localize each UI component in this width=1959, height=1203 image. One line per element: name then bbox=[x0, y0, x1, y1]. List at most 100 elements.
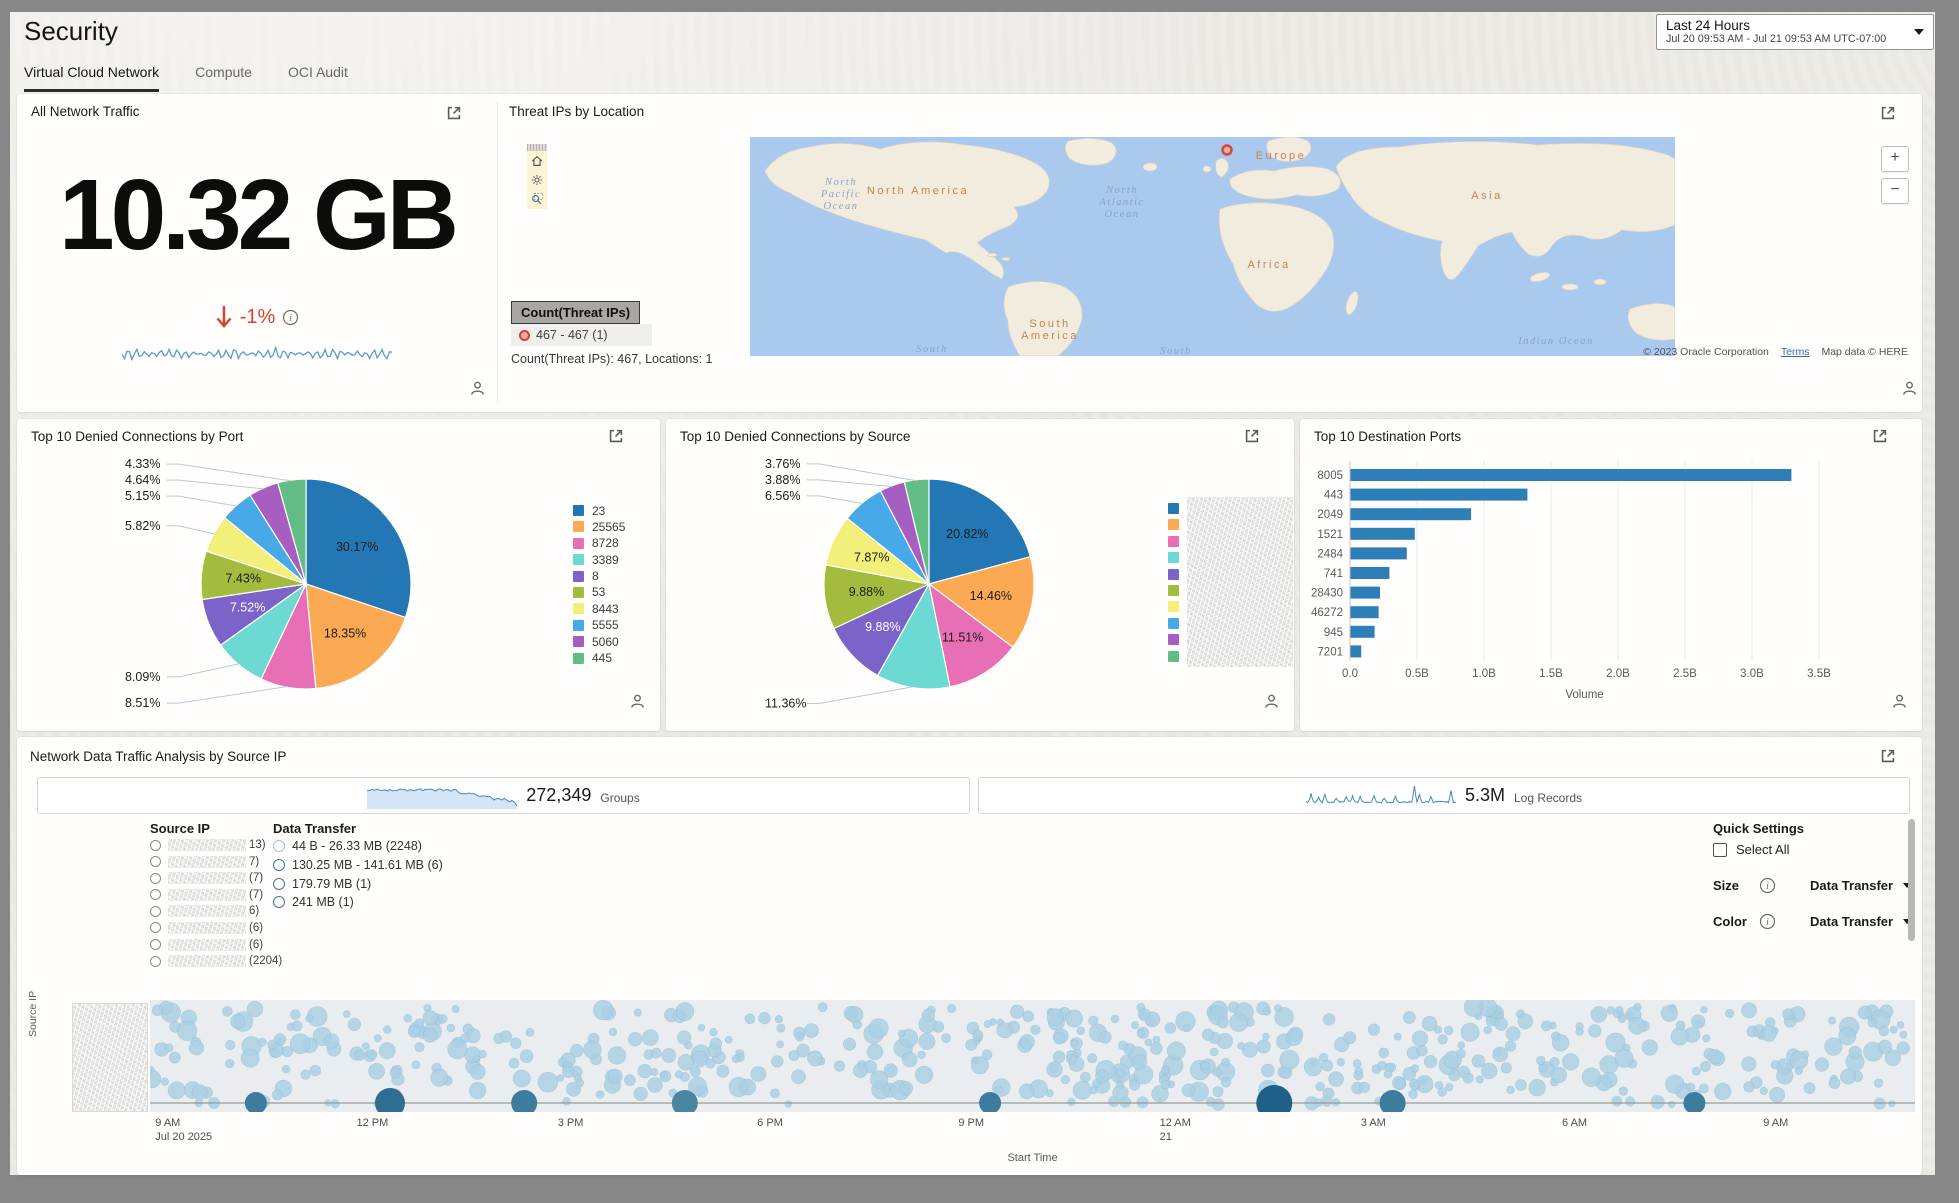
bar[interactable] bbox=[1350, 606, 1379, 619]
legend-item[interactable] bbox=[1168, 568, 1179, 580]
pie-slice[interactable] bbox=[876, 582, 951, 690]
size-value-dropdown[interactable]: Data Transfer bbox=[1810, 878, 1894, 893]
drag-handle-icon[interactable] bbox=[527, 144, 547, 151]
legend-item[interactable]: 53 bbox=[573, 585, 625, 599]
caret-down-icon[interactable] bbox=[1903, 883, 1912, 888]
map-zoom-out-button[interactable]: − bbox=[1881, 178, 1909, 204]
map-legend-entry[interactable]: 467 - 467 (1) bbox=[511, 324, 652, 346]
source-ip-filter-item[interactable]: 13) bbox=[150, 839, 282, 851]
bar[interactable] bbox=[1350, 645, 1362, 658]
highlight-bubble[interactable] bbox=[375, 1088, 405, 1112]
highlight-bubble[interactable] bbox=[511, 1090, 538, 1112]
radio-button[interactable] bbox=[150, 922, 161, 934]
radio-button[interactable] bbox=[273, 877, 285, 890]
pie-slice[interactable] bbox=[903, 478, 930, 585]
bar[interactable] bbox=[1350, 527, 1415, 540]
radio-button[interactable] bbox=[273, 840, 285, 852]
pie-slice[interactable] bbox=[927, 555, 1035, 649]
data-transfer-filter-item[interactable]: 44 B - 26.33 MB (2248) bbox=[273, 839, 443, 853]
legend-item[interactable]: 8443 bbox=[573, 602, 625, 616]
bar-chart-destination-ports[interactable]: 0.0 0.5B 1.0B 1.5B 2.0B 2.5B 3.0B 3.5B 8005 443 20… bbox=[1310, 455, 1910, 707]
analyze-person-icon[interactable] bbox=[1901, 380, 1919, 398]
highlight-bubble[interactable] bbox=[979, 1092, 1002, 1112]
radio-button[interactable] bbox=[150, 905, 161, 917]
pie-slice[interactable] bbox=[305, 478, 412, 619]
info-icon[interactable]: i bbox=[282, 309, 299, 326]
legend-item[interactable] bbox=[1168, 650, 1179, 662]
bar[interactable] bbox=[1350, 586, 1381, 599]
pie-slice[interactable] bbox=[305, 583, 407, 690]
source-ip-filter-item[interactable]: (7) bbox=[150, 872, 282, 885]
analyze-person-icon[interactable] bbox=[629, 693, 647, 711]
open-in-new-window-icon[interactable] bbox=[607, 427, 625, 445]
data-transfer-filter-item[interactable]: 179.79 MB (1) bbox=[273, 877, 443, 891]
tab-virtual-cloud-network[interactable]: Virtual Cloud Network bbox=[24, 64, 160, 92]
legend-item[interactable] bbox=[1168, 535, 1179, 547]
bar[interactable] bbox=[1350, 625, 1375, 638]
legend-item[interactable]: 25565 bbox=[573, 520, 625, 534]
gear-icon[interactable] bbox=[530, 173, 544, 187]
source-ip-filter-item[interactable]: (2204) bbox=[150, 955, 282, 968]
radio-button[interactable] bbox=[150, 839, 161, 851]
legend-item[interactable] bbox=[1168, 552, 1179, 564]
legend-item[interactable]: 23 bbox=[573, 504, 625, 518]
time-range-selector[interactable]: Last 24 Hours Jul 20 09:53 AM - Jul 21 0… bbox=[1656, 14, 1934, 50]
radio-button[interactable] bbox=[273, 858, 285, 871]
source-ip-filter-item[interactable]: 7) bbox=[150, 855, 282, 868]
color-value-dropdown[interactable]: Data Transfer bbox=[1810, 914, 1894, 929]
source-ip-filter-item[interactable]: (6) bbox=[150, 921, 282, 934]
radio-button[interactable] bbox=[273, 896, 285, 909]
pie-slice[interactable] bbox=[277, 478, 307, 585]
pie-chart-denied-by-source[interactable]: 20.82% 14.46% 11.51% 9.88% 9.88% 7.87% 3.76% 3.… bbox=[759, 453, 1109, 715]
legend-item[interactable]: 8 bbox=[573, 569, 625, 583]
legend-item[interactable]: 5555 bbox=[573, 618, 625, 632]
legend-item[interactable]: 8728 bbox=[573, 536, 625, 550]
select-all-checkbox[interactable] bbox=[1713, 842, 1727, 857]
highlight-bubble[interactable] bbox=[1683, 1092, 1706, 1112]
analyze-person-icon[interactable] bbox=[469, 380, 487, 398]
pie-slice[interactable] bbox=[928, 478, 1032, 585]
scrollbar-thumb[interactable] bbox=[1908, 819, 1915, 941]
bubble-timeline-chart[interactable] bbox=[150, 1000, 1915, 1112]
info-icon[interactable]: i bbox=[1759, 913, 1776, 930]
highlight-bubble[interactable] bbox=[671, 1090, 698, 1112]
open-in-new-window-icon[interactable] bbox=[1879, 104, 1897, 122]
info-icon[interactable]: i bbox=[1759, 877, 1776, 894]
highlight-bubble[interactable] bbox=[1379, 1090, 1406, 1112]
highlight-bubble[interactable] bbox=[1256, 1085, 1293, 1112]
legend-item[interactable]: 3389 bbox=[573, 553, 625, 567]
bar[interactable] bbox=[1350, 567, 1390, 579]
legend-item[interactable] bbox=[1168, 601, 1179, 613]
caret-down-icon[interactable] bbox=[1903, 919, 1912, 924]
source-ip-filter-item[interactable]: (6) bbox=[150, 938, 282, 951]
legend-item[interactable]: 5060 bbox=[573, 635, 625, 649]
bar[interactable] bbox=[1350, 508, 1472, 521]
source-ip-filter-item[interactable]: 6) bbox=[150, 905, 282, 918]
analyze-person-icon[interactable] bbox=[1263, 693, 1281, 711]
threat-location-marker[interactable] bbox=[1221, 144, 1233, 156]
legend-item[interactable] bbox=[1168, 617, 1179, 629]
map-zoom-in-button[interactable]: + bbox=[1881, 146, 1909, 172]
pie-slice[interactable] bbox=[928, 582, 1014, 688]
data-transfer-filter-item[interactable]: 130.25 MB - 141.61 MB (6) bbox=[273, 858, 443, 872]
bar[interactable] bbox=[1350, 469, 1792, 481]
tab-compute[interactable]: Compute bbox=[195, 64, 252, 80]
data-transfer-filter-item[interactable]: 241 MB (1) bbox=[273, 895, 443, 909]
highlight-bubble[interactable] bbox=[244, 1092, 267, 1112]
radio-button[interactable] bbox=[150, 889, 161, 901]
legend-item[interactable]: 445 bbox=[573, 651, 625, 665]
radio-button[interactable] bbox=[150, 872, 161, 884]
radio-button[interactable] bbox=[150, 856, 161, 868]
legend-item[interactable] bbox=[1168, 519, 1179, 531]
groups-summary-pill[interactable]: 272,349 Groups bbox=[37, 777, 970, 814]
bar[interactable] bbox=[1350, 547, 1407, 560]
bar[interactable] bbox=[1350, 488, 1528, 501]
open-in-new-window-icon[interactable] bbox=[1871, 427, 1889, 445]
radio-button[interactable] bbox=[150, 939, 161, 951]
home-icon[interactable] bbox=[530, 154, 544, 168]
open-in-new-window-icon[interactable] bbox=[445, 104, 463, 122]
tab-oci-audit[interactable]: OCI Audit bbox=[287, 64, 348, 80]
legend-item[interactable] bbox=[1168, 503, 1179, 514]
marquee-zoom-icon[interactable] bbox=[530, 192, 544, 206]
legend-item[interactable] bbox=[1168, 634, 1179, 646]
